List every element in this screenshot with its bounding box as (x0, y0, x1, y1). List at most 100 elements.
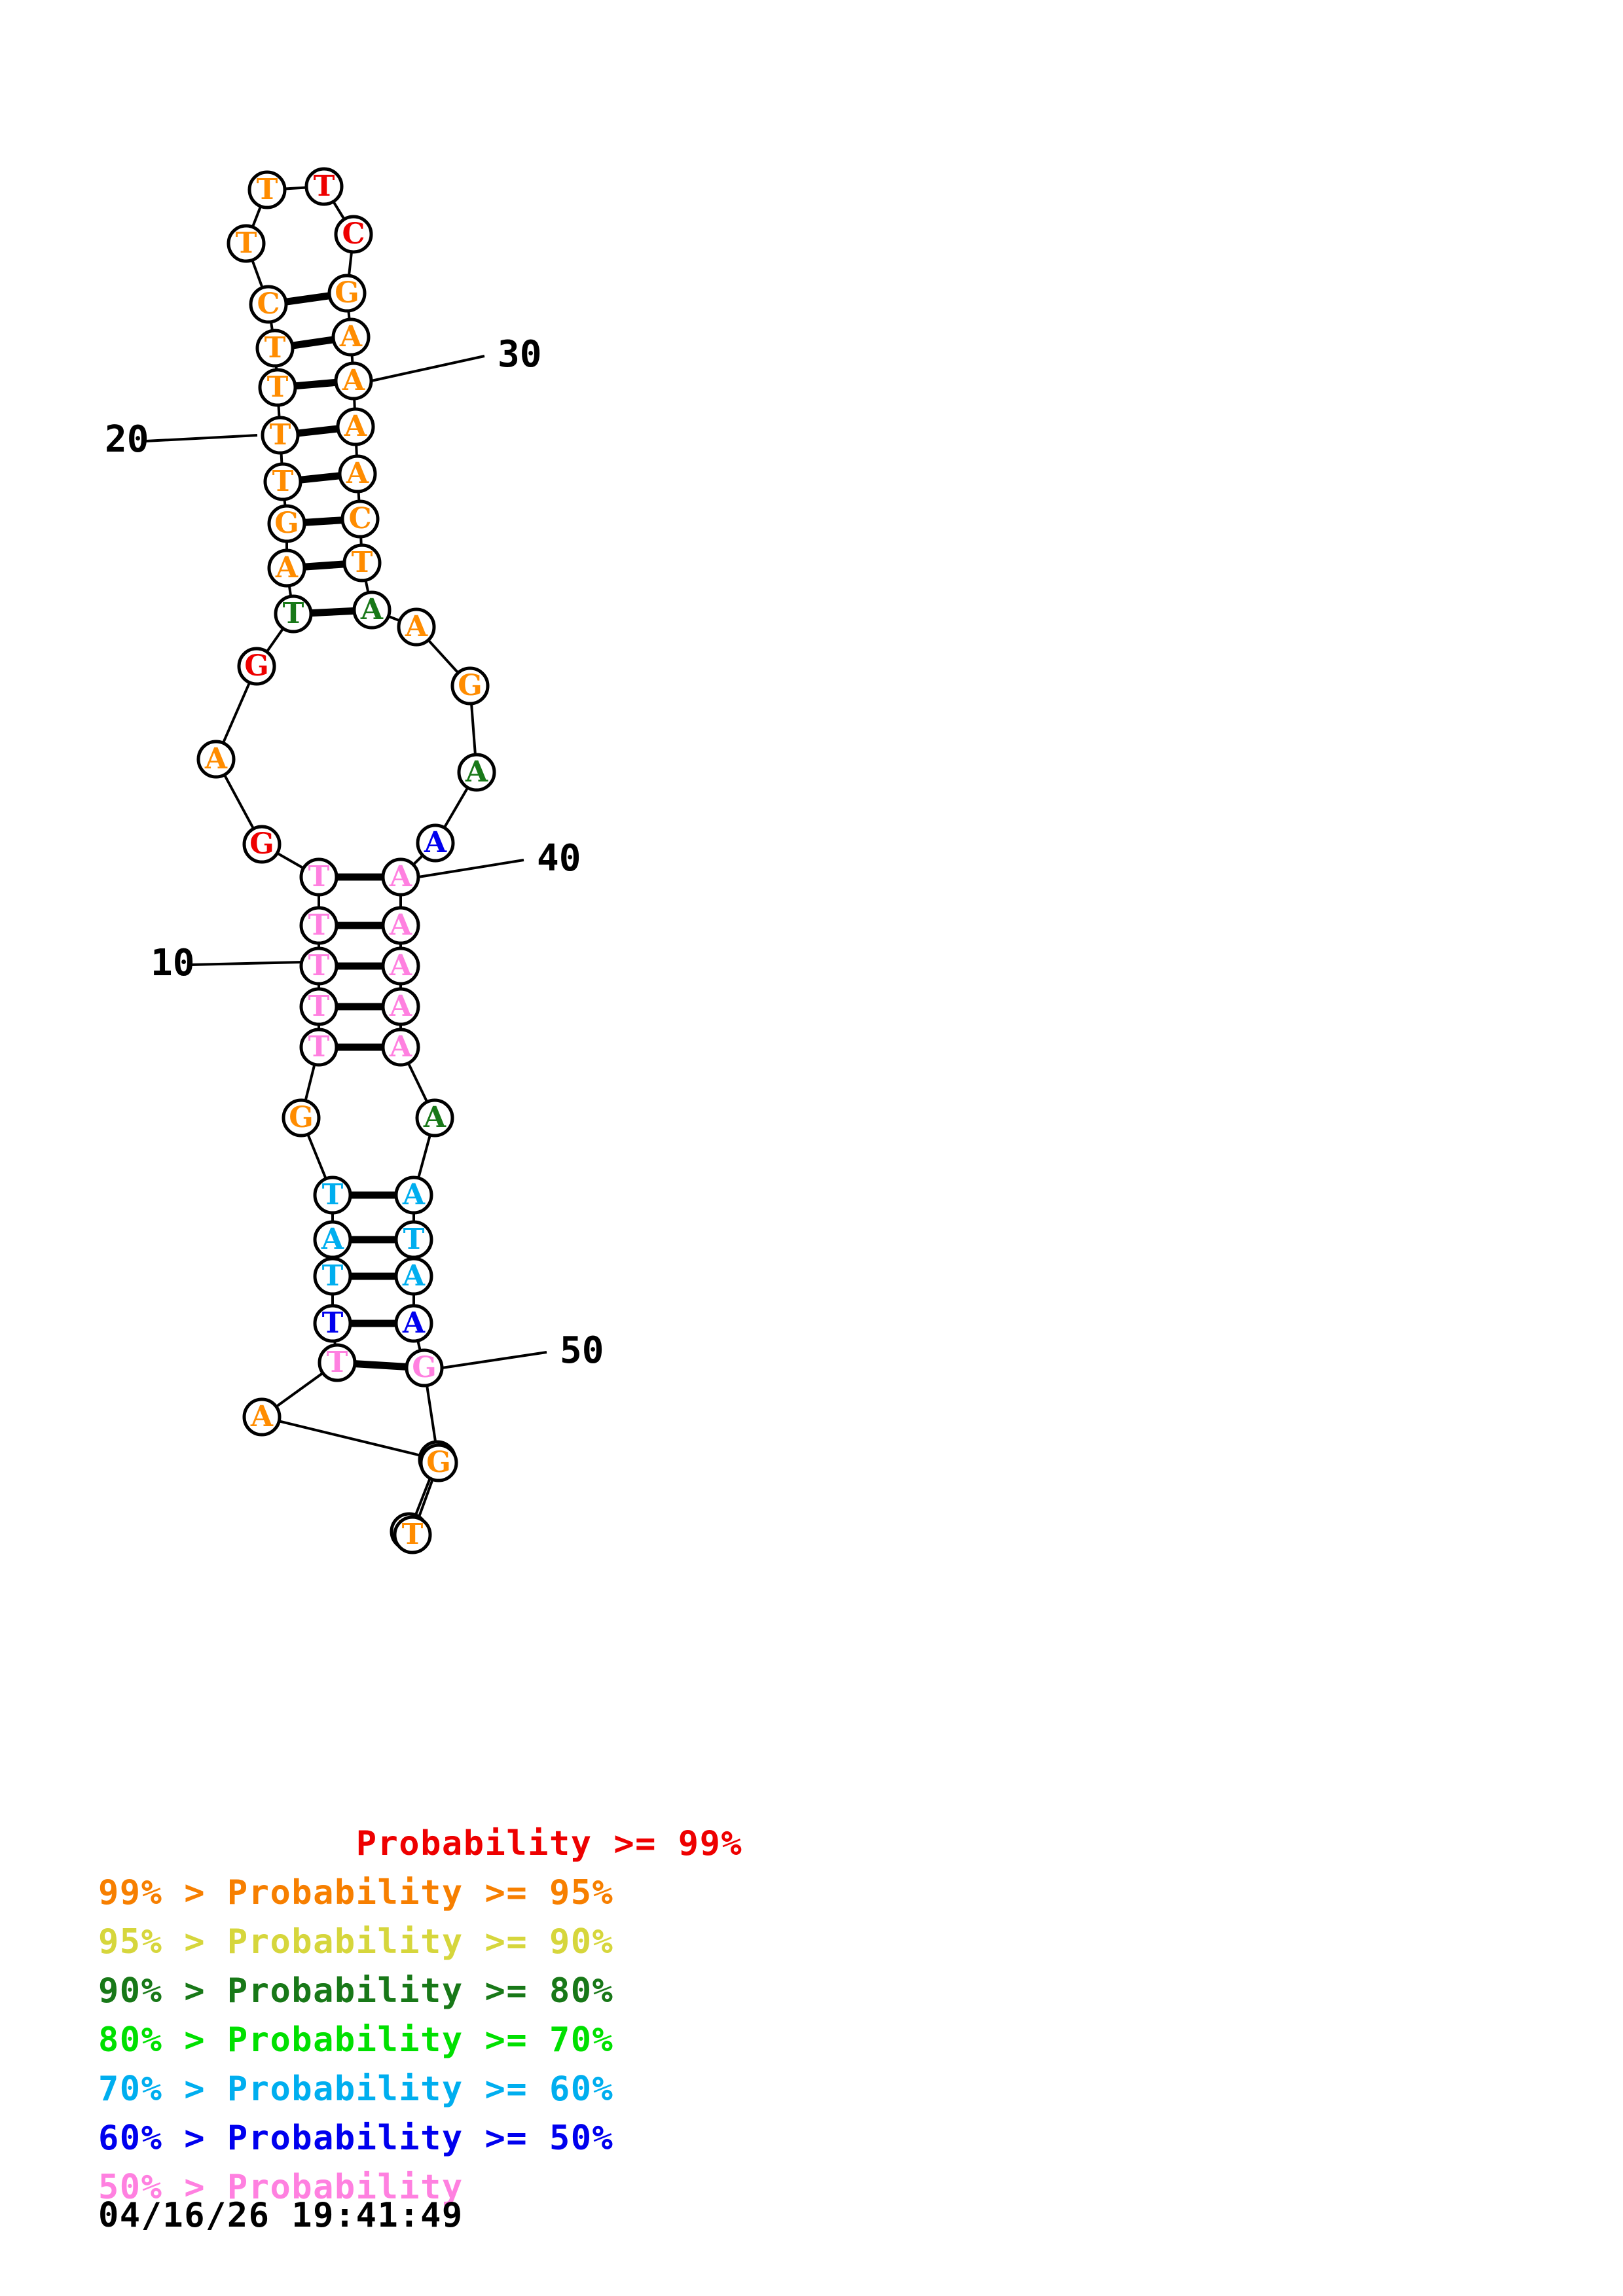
nucleotide-3: A (242, 1397, 282, 1437)
nucleotide-circle (381, 946, 420, 986)
nucleotide-letter: T (322, 1259, 344, 1293)
nucleotide-letter: A (342, 364, 365, 397)
nucleotide-47: A (415, 1098, 454, 1138)
nucleotide-circle (352, 590, 392, 630)
nucleotide-letter: A (424, 826, 447, 859)
nucleotide-circle (340, 499, 380, 539)
nucleotide-22: T (261, 416, 300, 455)
nucleotide-letter: A (465, 755, 488, 789)
nucleotide-8: T (313, 1175, 352, 1215)
nucleotide-43: A (381, 906, 420, 945)
nucleotide-41: A (416, 823, 455, 863)
nucleotide-52: G (405, 1348, 444, 1388)
nucleotide-letter: C (257, 287, 280, 321)
nucleotide-53: G (419, 1443, 458, 1482)
nucleotide-circle (299, 857, 338, 897)
nucleotide-letter: T (308, 908, 330, 942)
legend-row: Probability >= 99% (356, 1824, 743, 1863)
position-label: 10 (151, 942, 194, 984)
nucleotide-6: T (313, 1257, 352, 1296)
nucleotide-letter: T (322, 1178, 344, 1211)
nucleotide-37: A (352, 590, 392, 630)
nucleotide-circle (237, 647, 276, 686)
nucleotide-circle (196, 740, 236, 779)
nucleotide-circle (419, 1443, 458, 1482)
nucleotide-letter: A (339, 320, 363, 353)
nucleotide-circle (331, 317, 371, 357)
nucleotide-letter: A (389, 908, 412, 942)
nucleotide-36: T (342, 543, 382, 583)
nucleotide-54: T (393, 1515, 432, 1554)
nucleotide-circle (274, 594, 313, 634)
nucleotide-34: A (338, 454, 377, 493)
nucleotide-letter: A (423, 1101, 447, 1134)
nucleotide-circle (299, 946, 338, 986)
nucleotide-letter: T (314, 170, 335, 203)
nucleotide-letter: G (412, 1351, 437, 1384)
nucleotide-5: T (313, 1304, 352, 1343)
nucleotide-letter: A (321, 1223, 344, 1256)
nucleotide-circle (381, 857, 420, 897)
nucleotide-circle (450, 666, 490, 706)
nucleotide-circle (336, 407, 375, 446)
nucleotide-letter: A (389, 860, 412, 893)
nucleotide-letter: A (389, 1030, 412, 1064)
base-pair-bonds (285, 292, 407, 1371)
position-label: 40 (537, 837, 581, 880)
nucleotide-28: T (304, 167, 344, 206)
nucleotide-27: T (247, 170, 287, 209)
nucleotide-circle (267, 548, 306, 588)
nucleotide-letter: A (204, 742, 228, 776)
nucleotide-49: T (394, 1220, 433, 1259)
nucleotide-letter: T (270, 418, 291, 452)
nucleotide-32: A (334, 361, 373, 401)
probability-legend: Probability >= 99% 99% > Probability >= … (98, 1820, 818, 2212)
nucleotide-circle (393, 1515, 432, 1554)
nucleotide-31: A (331, 317, 371, 357)
legend-row: 70% > Probability >= 60% (98, 2070, 614, 2109)
nucleotide-circle (318, 1343, 357, 1382)
rna-structure-diagram: 1020304050TGATTTATGTTTTTGAGTAGTTTTCTTTCG… (105, 167, 604, 1554)
nucleotide-letter: T (257, 173, 278, 206)
nucleotide-26: T (227, 224, 266, 263)
nucleotide-letter: G (426, 1446, 451, 1479)
nucleotide-38: A (397, 607, 436, 647)
nucleotide-circle (416, 823, 455, 863)
nucleotide-35: C (340, 499, 380, 539)
nucleotide-letter: G (244, 649, 269, 683)
nucleotide-circle (247, 170, 287, 209)
nucleotide-circle (457, 753, 496, 792)
nucleotide-46: A (381, 1028, 420, 1067)
nucleotide-20: G (267, 504, 306, 543)
nucleotide-40: A (457, 753, 496, 792)
nucleotide-letter: G (289, 1101, 314, 1134)
nucleotide-circle (313, 1220, 352, 1259)
timestamp: 04/16/26 19:41:49 (98, 2196, 464, 2235)
nucleotide-letter: A (402, 1259, 426, 1293)
nucleotide-circle (261, 416, 300, 455)
nucleotide-circle (342, 543, 382, 583)
nucleotide-18: T (274, 594, 313, 634)
nucleotide-circle (334, 215, 373, 254)
nucleotide-48: A (394, 1175, 433, 1215)
nucleotide-45: A (381, 987, 420, 1026)
nucleotide-circle (304, 167, 344, 206)
nucleotide-letter: G (249, 827, 274, 861)
nucleotide-letter: A (275, 551, 299, 584)
nucleotide-23: T (258, 368, 297, 407)
nucleotide-letter: A (389, 949, 412, 982)
nucleotide-circle (263, 462, 302, 501)
nucleotide-letter: T (308, 990, 330, 1023)
legend-row: 90% > Probability >= 80% (98, 1971, 614, 2011)
position-label: 50 (560, 1329, 604, 1372)
nucleotide-circle (258, 368, 297, 407)
nucleotide-19: A (267, 548, 306, 588)
nucleotide-letter: C (348, 502, 371, 535)
nucleotide-circle (242, 825, 282, 864)
position-labels: 10 20 30 40 50 (105, 333, 604, 1372)
nucleotide-17: G (237, 647, 276, 686)
nucleotide-29: C (334, 215, 373, 254)
nucleotide-circle (299, 906, 338, 945)
nucleotide-letter: T (264, 331, 286, 365)
nucleotide-circle (299, 1028, 338, 1067)
